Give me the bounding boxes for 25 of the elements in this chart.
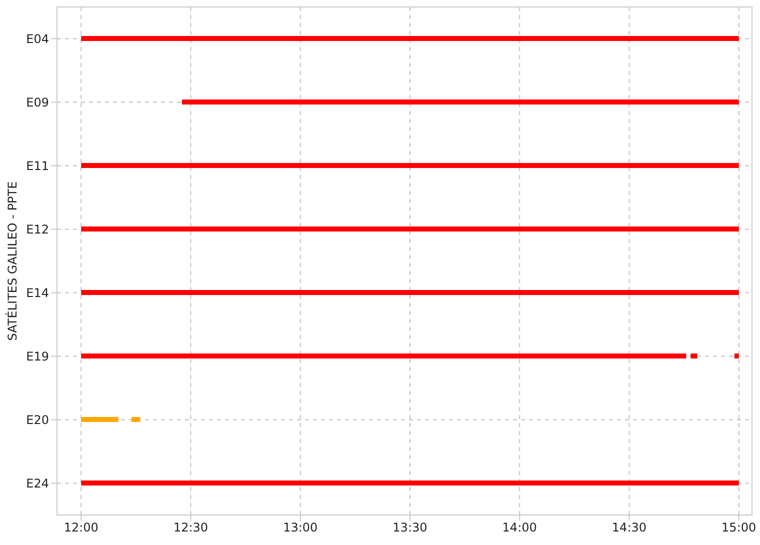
y-tick-label: E20	[26, 413, 49, 428]
bar	[81, 163, 739, 168]
x-tick-label: 15:00	[722, 520, 756, 535]
y-tick-label: E19	[26, 350, 49, 364]
x-tick-label: 14:00	[502, 520, 537, 535]
x-tick-label: 13:00	[283, 520, 318, 535]
y-axis-title: SATÉLITES GALILEO - PPTE	[4, 181, 20, 341]
bar	[734, 354, 739, 358]
y-tick-label: E04	[26, 32, 49, 46]
bar	[81, 480, 739, 486]
bar	[182, 100, 739, 104]
x-tick-label: 12:00	[64, 520, 98, 535]
bar	[81, 354, 686, 358]
y-tick-label: E12	[26, 222, 49, 237]
y-tick-label: E24	[26, 476, 49, 491]
y-tick-label: E09	[26, 96, 49, 110]
bar	[81, 36, 739, 41]
bar	[81, 290, 739, 295]
bar	[81, 226, 739, 232]
bar	[132, 417, 140, 422]
x-tick-label: 13:30	[392, 520, 428, 535]
x-tick-label: 14:30	[612, 520, 647, 535]
y-tick-label: E11	[26, 159, 49, 174]
x-tick-label: 12:30	[173, 520, 208, 535]
y-tick-label: E14	[26, 286, 49, 300]
